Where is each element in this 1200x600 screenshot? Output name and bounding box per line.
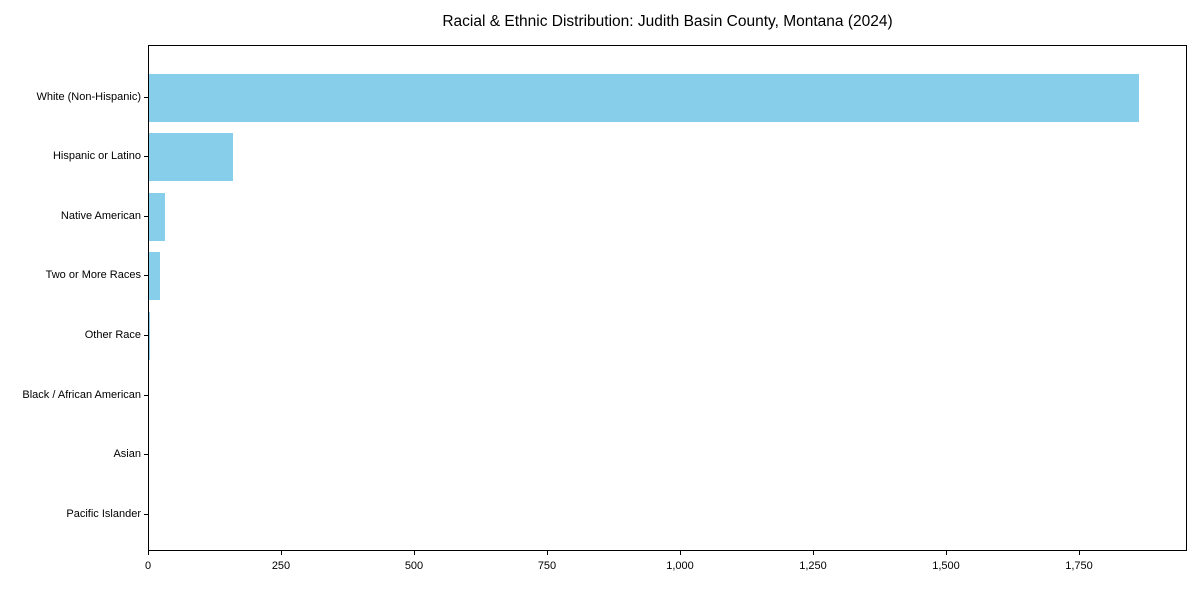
bar-hispanic-or-latino (149, 133, 234, 182)
y-axis-tick-mark (144, 275, 148, 277)
x-axis-tick-label: 1,500 (932, 560, 960, 572)
y-axis-tick-mark (144, 335, 148, 337)
x-axis-tick-mark (414, 551, 415, 555)
y-axis-tick-mark (144, 394, 148, 396)
x-axis-tick-label: 250 (271, 560, 291, 572)
x-axis-tick-mark (813, 551, 814, 555)
y-axis-tick-mark (144, 96, 148, 98)
x-axis-tick-mark (148, 551, 149, 555)
y-axis-category-label: Hispanic or Latino (52, 150, 141, 163)
x-axis-tick-label: 750 (537, 560, 557, 572)
y-axis-category-label: Asian (113, 448, 141, 461)
y-axis-category-label: Black / African American (22, 388, 141, 401)
y-axis-category-label: Pacific Islander (66, 508, 141, 521)
y-axis-category-label: White (Non-Hispanic) (36, 90, 141, 103)
x-axis-tick-label: 500 (404, 560, 424, 572)
x-axis-tick-mark (281, 551, 282, 555)
y-axis-tick-mark (144, 215, 148, 217)
x-axis-tick-label: 1,750 (1065, 560, 1093, 572)
y-axis-tick-mark (144, 156, 148, 158)
plot-area (148, 45, 1187, 551)
x-axis-tick-mark (547, 551, 548, 555)
chart-title: Racial & Ethnic Distribution: Judith Bas… (442, 13, 893, 30)
x-axis-tick-label: 1,000 (666, 560, 694, 572)
x-axis-tick-mark (680, 551, 681, 555)
bar-two-or-more-races (149, 252, 161, 301)
bar-native-american (149, 192, 165, 241)
y-axis-tick-mark (144, 514, 148, 516)
y-axis-category-label: Other Race (84, 329, 141, 342)
y-axis-category-label: Two or More Races (45, 269, 141, 282)
y-axis-tick-mark (144, 454, 148, 456)
x-axis-tick-label: 1,250 (799, 560, 827, 572)
x-axis-tick-label: 0 (144, 560, 152, 572)
bar-white-non-hispanic (149, 73, 1139, 122)
x-axis-tick-mark (946, 551, 947, 555)
y-axis-category-label: Native American (60, 209, 141, 222)
x-axis-tick-mark (1079, 551, 1080, 555)
bar-other-race (149, 312, 151, 361)
